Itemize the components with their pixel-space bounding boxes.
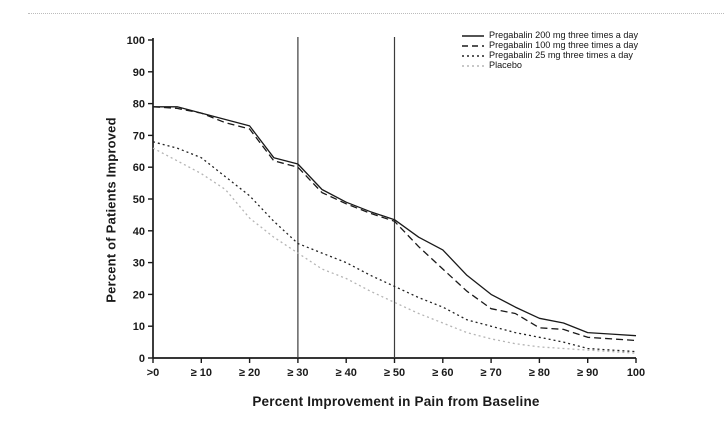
y-tick-label: 50 xyxy=(133,194,145,206)
series-line-0 xyxy=(153,106,637,337)
x-axis-title: Percent Improvement in Pain from Baselin… xyxy=(252,394,540,409)
series-line-2 xyxy=(152,141,637,353)
x-tick-label: >0 xyxy=(147,367,160,379)
legend-marker-dashed-icon xyxy=(462,45,484,47)
series-line-1 xyxy=(152,106,637,342)
x-tick-label: ≥ 30 xyxy=(287,367,308,379)
legend-label: Pregabalin 100 mg three times a day xyxy=(489,40,639,51)
y-tick-label: 30 xyxy=(133,258,145,270)
y-tick-label: 40 xyxy=(133,226,145,238)
series-line-3 xyxy=(152,147,637,354)
legend-item-0: Pregabalin 200 mg three times a day xyxy=(461,31,644,41)
legend-label: Placebo xyxy=(489,60,522,71)
legend-label: Pregabalin 200 mg three times a day xyxy=(489,30,639,41)
x-tick-label: ≥ 40 xyxy=(336,367,357,379)
x-tick-label: 100 xyxy=(627,367,645,379)
x-tick-label: ≥ 70 xyxy=(480,367,501,379)
y-tick-label: 0 xyxy=(139,353,145,365)
legend-marker-dotted-icon xyxy=(462,55,484,57)
y-tick-label: 90 xyxy=(133,67,145,79)
y-tick-label: 20 xyxy=(133,289,145,301)
legend-marker-solid-icon xyxy=(462,35,484,37)
x-tick-label: ≥ 60 xyxy=(432,367,453,379)
y-tick-label: 10 xyxy=(133,321,145,333)
legend-label: Pregabalin 25 mg three times a day xyxy=(489,50,633,61)
x-tick-label: ≥ 90 xyxy=(577,367,598,379)
x-tick-label: ≥ 80 xyxy=(529,367,550,379)
chart-legend: Pregabalin 200 mg three times a day Prega… xyxy=(461,31,644,71)
y-tick-label: 80 xyxy=(133,99,145,111)
legend-item-3: Placebo xyxy=(461,61,644,71)
y-tick-label: 70 xyxy=(133,130,145,142)
legend-item-2: Pregabalin 25 mg three times a day xyxy=(461,51,644,61)
y-tick-label: 60 xyxy=(133,162,145,174)
legend-item-1: Pregabalin 100 mg three times a day xyxy=(461,41,644,51)
y-tick-label: 100 xyxy=(127,35,145,47)
legend-marker-dotted-icon xyxy=(462,65,484,67)
figure-top-border xyxy=(28,13,724,14)
x-tick-label: ≥ 50 xyxy=(384,367,405,379)
x-tick-label: ≥ 20 xyxy=(239,367,260,379)
x-tick-label: ≥ 10 xyxy=(191,367,212,379)
y-axis-title: Percent of Patients Improved xyxy=(103,117,119,303)
